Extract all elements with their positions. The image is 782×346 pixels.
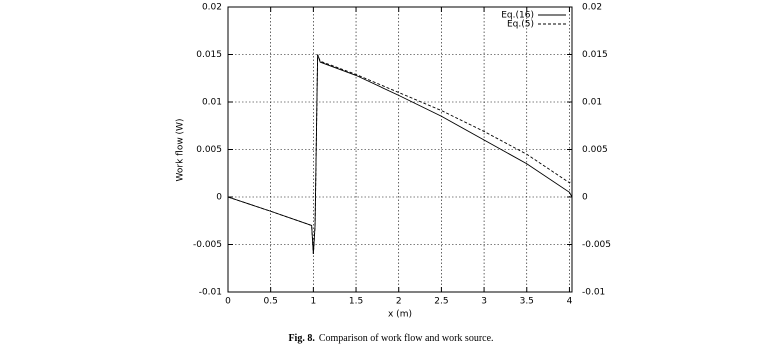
series-line: [227, 54, 573, 255]
legend-label: Eq.(16): [501, 11, 534, 21]
x-axis-label: x (m): [388, 310, 412, 320]
caption: Fig. 8. Comparison of work flow and work …: [288, 333, 493, 344]
y-tick-label: 0.02: [202, 3, 222, 13]
x-tick-label: 1: [310, 297, 316, 307]
legend-label: Eq.(5): [507, 20, 534, 30]
x-tick-label: 0.5: [264, 297, 278, 307]
y2-tick-label: 0.02: [582, 3, 602, 13]
y2-tick-label: -0.01: [582, 288, 605, 298]
x-tick-label: 3.5: [520, 297, 534, 307]
y2-tick-label: 0.005: [582, 145, 608, 155]
y-axis-label: Work flow (W): [176, 119, 186, 182]
y-tick-label: -0.005: [193, 240, 222, 250]
series-line: [227, 54, 573, 255]
y2-tick-label: 0: [582, 193, 588, 203]
y-tick-label: 0.015: [196, 50, 222, 60]
y-tick-label: 0.01: [202, 98, 222, 108]
y2-tick-label: -0.005: [582, 240, 611, 250]
x-tick-label: 2.5: [434, 297, 448, 307]
x-tick-label: 3: [481, 297, 487, 307]
x-tick-label: 0: [225, 297, 231, 307]
x-tick-label: 4: [567, 297, 573, 307]
x-tick-label: 1.5: [349, 297, 363, 307]
y2-tick-label: 0.01: [582, 98, 602, 108]
y2-tick-label: 0.015: [582, 50, 608, 60]
y-tick-label: 0: [216, 193, 222, 203]
y-tick-label: 0.005: [196, 145, 222, 155]
caption-label: Fig. 8.: [288, 333, 315, 344]
y-tick-label: -0.01: [199, 288, 222, 298]
x-tick-label: 2: [396, 297, 402, 307]
caption-text: Comparison of work flow and work source.: [319, 333, 494, 344]
